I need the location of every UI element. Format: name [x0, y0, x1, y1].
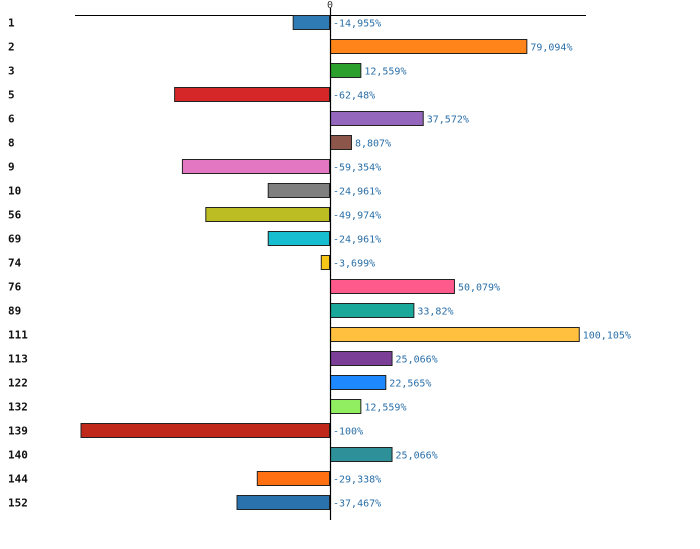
category-label: 8 [8, 137, 15, 150]
bar [174, 87, 330, 102]
category-label: 5 [8, 89, 15, 102]
value-label: -62,48% [333, 91, 375, 102]
value-label: 37,572% [427, 115, 469, 126]
category-label: 113 [8, 353, 28, 366]
value-label: 22,565% [389, 379, 431, 390]
value-label: 8,807% [355, 139, 391, 150]
category-label: 10 [8, 185, 21, 198]
value-label: -37,467% [333, 499, 381, 510]
category-label: 140 [8, 449, 28, 462]
value-label: 33,82% [417, 307, 453, 318]
category-label: 9 [8, 161, 15, 174]
category-label: 76 [8, 281, 22, 294]
value-label: 79,094% [530, 43, 572, 54]
bar [256, 471, 331, 486]
category-label: 152 [8, 497, 28, 510]
value-label: -29,338% [333, 475, 381, 486]
category-label: 144 [8, 473, 28, 486]
value-label: 25,066% [396, 451, 438, 462]
bar [330, 447, 393, 462]
category-label: 2 [8, 41, 15, 54]
value-label: -49,974% [333, 211, 381, 222]
bar [80, 423, 330, 438]
category-label: 56 [8, 209, 22, 222]
bar [330, 63, 362, 78]
value-label: -24,961% [333, 187, 381, 198]
bar [330, 375, 387, 390]
bar [205, 207, 330, 222]
category-label: 1 [8, 17, 15, 30]
zero-tick-label: 0 [327, 0, 333, 11]
bar [292, 15, 331, 30]
bar [330, 351, 393, 366]
value-label: 12,559% [364, 403, 406, 414]
category-label: 3 [8, 65, 15, 78]
bar [330, 327, 580, 342]
bar [267, 183, 330, 198]
bar [236, 495, 330, 510]
bar [330, 399, 362, 414]
value-label: 12,559% [364, 67, 406, 78]
category-label: 74 [8, 257, 22, 270]
value-label: -14,955% [333, 19, 381, 30]
value-label: -100% [333, 427, 363, 438]
category-label: 89 [8, 305, 21, 318]
bar [330, 135, 352, 150]
value-label: 100,105% [583, 331, 631, 342]
bar [330, 279, 455, 294]
value-label: -3,699% [333, 259, 375, 270]
value-label: -24,961% [333, 235, 381, 246]
bar [320, 255, 331, 270]
category-label: 122 [8, 377, 28, 390]
bar [267, 231, 330, 246]
category-label: 69 [8, 233, 21, 246]
bar [330, 111, 424, 126]
bar [181, 159, 330, 174]
category-label: 139 [8, 425, 28, 438]
value-label: -59,354% [333, 163, 381, 174]
category-label: 132 [8, 401, 28, 414]
category-label: 111 [8, 329, 28, 342]
bar [330, 39, 528, 54]
value-label: 50,079% [458, 283, 500, 294]
bar [330, 303, 415, 318]
value-label: 25,066% [396, 355, 438, 366]
category-label: 6 [8, 113, 15, 126]
